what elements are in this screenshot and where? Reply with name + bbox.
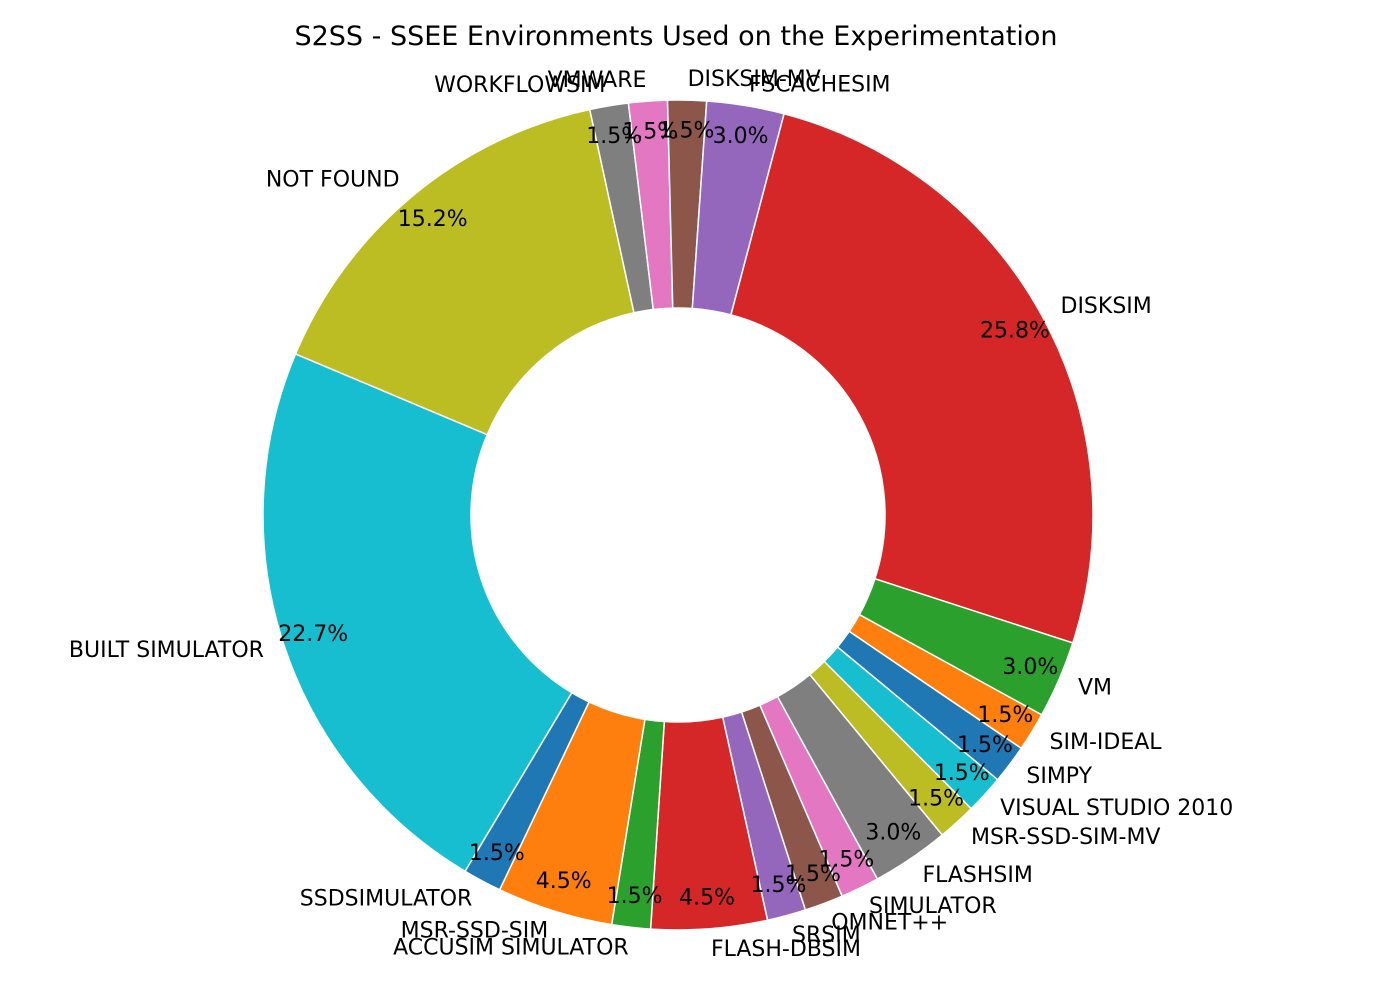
slice-label-sim-ideal: SIM-IDEAL — [1050, 730, 1163, 755]
slices-group — [262, 99, 1094, 931]
slice-percent-srsim: 1.5% — [751, 873, 807, 898]
slice-percent-disksim: 25.8% — [980, 319, 1050, 344]
slice-percent-flashsim: 3.0% — [865, 820, 921, 845]
slice-label-vm: VM — [1078, 675, 1112, 700]
slice-label-disksim-mv: DISKSIM-MV — [688, 67, 821, 92]
slice-percent-simulator: 1.5% — [818, 848, 874, 873]
slice-label-fscachesim: FSCACHESIM — [749, 73, 891, 98]
slice-label-not-found: NOT FOUND — [266, 167, 400, 192]
slice-percent-flash-dbsim: 4.5% — [679, 885, 735, 910]
slice-label-simulator: SIMULATOR — [869, 894, 997, 919]
slice-disksim — [729, 112, 1094, 644]
chart-title: S2SS - SSEE Environments Used on the Exp… — [294, 21, 1057, 52]
slice-label-visual-studio-2010: VISUAL STUDIO 2010 — [1000, 796, 1233, 821]
slice-percent-built-simulator: 22.7% — [278, 622, 348, 647]
slice-label-simpy: SIMPY — [1026, 764, 1092, 789]
slice-not-found — [294, 108, 635, 436]
slice-built-simulator — [262, 352, 573, 873]
slice-label-vmware: VMWARE — [548, 68, 647, 93]
slice-label-msr-ssd-sim-mv: MSR-SSD-SIM-MV — [971, 825, 1161, 850]
slice-label-srsim: SRSIM — [792, 923, 861, 948]
slice-percent-workflowsim: 1.5% — [586, 124, 642, 149]
slice-label-msr-ssd-sim: MSR-SSD-SIM — [401, 918, 549, 943]
slice-label-flash-dbsim: FLASH-DBSIM — [711, 937, 861, 962]
slice-percent-visual-studio-2010: 1.5% — [934, 761, 990, 786]
slice-percent-accusim-simulator: 1.5% — [607, 884, 663, 909]
slice-percent-msr-ssd-sim-mv: 1.5% — [908, 787, 964, 812]
slice-percent-disksim-mv: 1.5% — [658, 119, 714, 144]
slice-percent-vmware: 1.5% — [622, 120, 678, 145]
slice-label-disksim: DISKSIM — [1061, 294, 1152, 319]
slice-percent-omnet: 1.5% — [785, 862, 841, 887]
slice-percent-ssdsimulator: 1.5% — [469, 841, 525, 866]
slice-percent-msr-ssd-sim: 4.5% — [536, 869, 592, 894]
slice-label-omnet: OMNET++ — [831, 910, 948, 935]
slice-label-built-simulator: BUILT SIMULATOR — [69, 638, 264, 663]
slice-percent-simpy: 1.5% — [957, 733, 1013, 758]
slice-label-accusim-simulator: ACCUSIM SIMULATOR — [393, 935, 629, 960]
slice-percent-sim-ideal: 1.5% — [977, 703, 1033, 728]
slice-percent-not-found: 15.2% — [398, 207, 468, 232]
slice-percent-fscachesim: 3.0% — [713, 124, 769, 149]
slice-label-workflowsim: WORKFLOWSIM — [434, 73, 605, 98]
slice-percent-vm: 3.0% — [1002, 655, 1058, 680]
slice-label-flashsim: FLASHSIM — [922, 863, 1032, 888]
slice-fscachesim — [691, 100, 785, 316]
slice-label-ssdsimulator: SSDSIMULATOR — [300, 887, 473, 912]
labels-group: DISKSIM 25.8% VM 3.0% SIM-IDEAL 1.5% SIMPY 1.5%… — [69, 67, 1233, 962]
